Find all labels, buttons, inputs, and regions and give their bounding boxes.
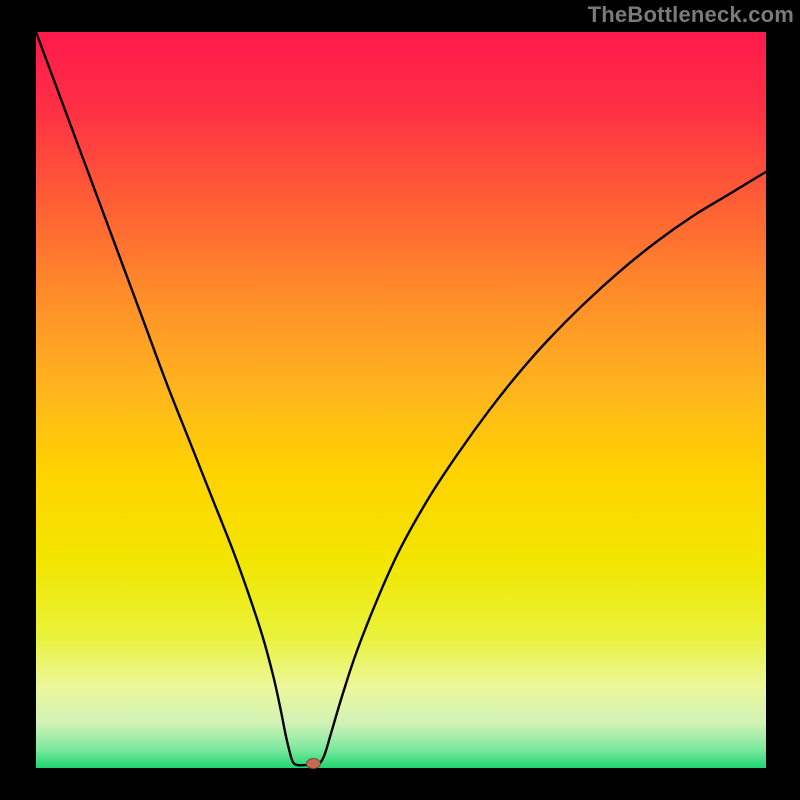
optimal-point-marker: [306, 759, 320, 769]
watermark-text: TheBottleneck.com: [588, 0, 800, 28]
bottleneck-chart: [0, 0, 800, 800]
plot-background: [36, 32, 766, 768]
chart-stage: TheBottleneck.com: [0, 0, 800, 800]
